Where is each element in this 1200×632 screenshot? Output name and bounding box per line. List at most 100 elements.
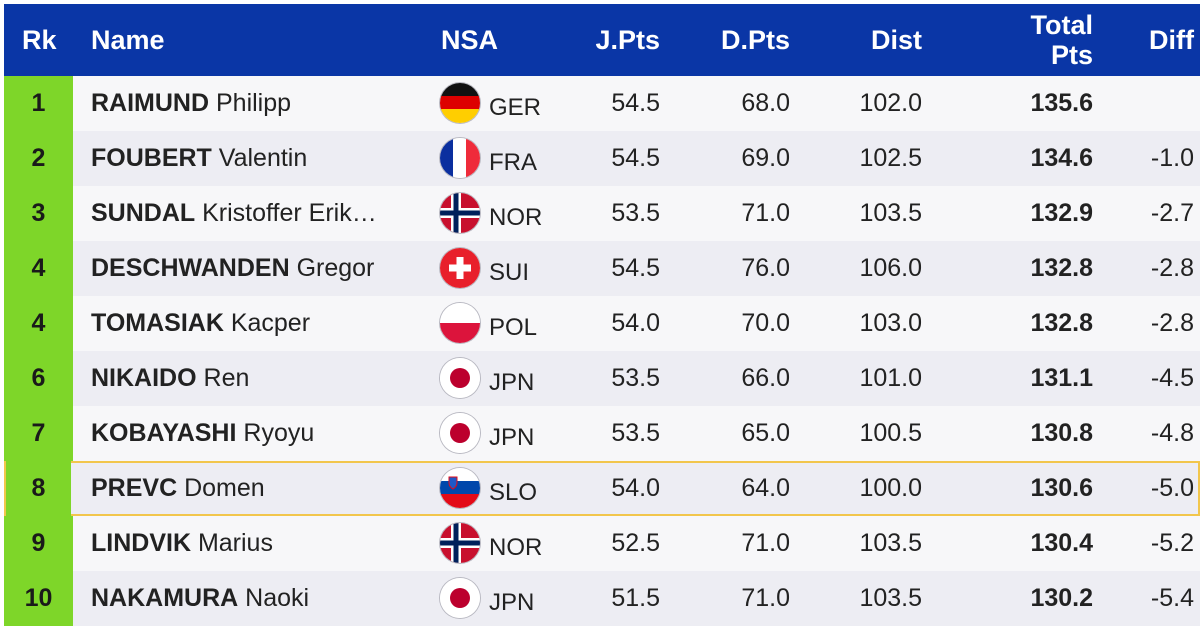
header-nsa[interactable]: NSA <box>441 24 499 55</box>
athlete-name[interactable]: DESCHWANDEN Gregor <box>91 241 421 296</box>
distance-points: 68.0 <box>741 89 790 117</box>
flag-japan-icon <box>440 578 480 618</box>
judge-points: 53.5 <box>611 199 660 227</box>
distance-points: 71.0 <box>741 199 790 227</box>
judge-points: 54.5 <box>611 144 660 172</box>
total-points: 132.9 <box>1030 199 1093 227</box>
athlete-surname: NAKAMURA <box>91 584 239 612</box>
table-row[interactable]: 10 NAKAMURA Naoki JPN 51.5 71.0 103.5 130.2 -5.… <box>4 571 1200 626</box>
distance-points: 69.0 <box>741 144 790 172</box>
nsa-code: JPN <box>489 423 535 451</box>
distance-points: 71.0 <box>741 529 790 557</box>
nsa-code: POL <box>489 313 538 341</box>
flag-japan-icon <box>440 413 480 453</box>
distance: 101.0 <box>859 364 922 392</box>
distance-points: 65.0 <box>741 419 790 447</box>
header-total-points[interactable]: Total Pts <box>1031 4 1094 76</box>
table-row[interactable]: 9 LINDVIK Marius NOR 52.5 71.0 103.5 130.4 -5.2 <box>4 516 1200 571</box>
distance-points: 66.0 <box>741 364 790 392</box>
header-judge-points[interactable]: J.Pts <box>595 24 660 55</box>
athlete-surname: LINDVIK <box>91 529 191 557</box>
table-row[interactable]: 2 FOUBERT Valentin FRA 54.5 69.0 102.5 134.6 -1… <box>4 131 1200 186</box>
rank-cell: 1 <box>4 76 73 131</box>
total-points: 130.8 <box>1030 419 1093 447</box>
athlete-given-name: Ryoyu <box>243 419 315 447</box>
athlete-surname: SUNDAL <box>91 199 196 227</box>
total-points: 130.6 <box>1030 474 1093 502</box>
nsa-code: SLO <box>489 478 538 506</box>
distance: 106.0 <box>859 254 922 282</box>
flag-slovenia-icon <box>440 468 480 508</box>
table-row[interactable]: 6 NIKAIDO Ren JPN 53.5 66.0 101.0 131.1 -4.5 <box>4 351 1200 406</box>
athlete-given-name: Kristoffer Erik… <box>202 199 377 227</box>
athlete-name[interactable]: LINDVIK Marius <box>91 516 421 571</box>
athlete-name[interactable]: FOUBERT Valentin <box>91 131 421 186</box>
table-row[interactable]: 1 RAIMUND Philipp GER 54.5 68.0 102.0 135.6 <box>4 76 1200 131</box>
diff-points: -5.2 <box>1150 529 1194 557</box>
table-header: Rk Name NSA J.Pts D.Pts Dist Total Pts D… <box>4 4 1200 76</box>
table-row[interactable]: 3 SUNDAL Kristoffer Erik… NOR 53.5 71.0 103.5… <box>4 186 1200 241</box>
flag-poland-icon <box>440 303 480 343</box>
athlete-given-name: Kacper <box>230 309 311 337</box>
flag-switzerland-icon <box>440 248 480 288</box>
table-row[interactable]: 4 TOMASIAK Kacper POL 54.0 70.0 103.0 132.8 -2.… <box>4 296 1200 351</box>
total-points: 130.4 <box>1030 529 1093 557</box>
athlete-given-name: Philipp <box>216 89 292 117</box>
distance: 103.5 <box>859 529 922 557</box>
total-points: 134.6 <box>1030 144 1093 172</box>
diff-points: -2.7 <box>1150 199 1194 227</box>
judge-points: 54.0 <box>611 474 660 502</box>
distance: 103.5 <box>859 584 922 612</box>
athlete-name[interactable]: NAKAMURA Naoki <box>91 571 421 626</box>
flag-japan-icon <box>440 358 480 398</box>
distance-points: 71.0 <box>741 584 790 612</box>
header-distance-points[interactable]: D.Pts <box>720 24 790 55</box>
athlete-given-name: Ren <box>203 364 250 392</box>
athlete-name[interactable]: RAIMUND Philipp <box>91 76 421 131</box>
nsa-code: JPN <box>489 588 535 616</box>
table-row[interactable]: 8 PREVC Domen SLO 54.0 64.0 100.0 130.6 -5.0 <box>4 461 1200 516</box>
total-points: 132.8 <box>1030 309 1093 337</box>
total-points: 131.1 <box>1030 364 1093 392</box>
header-name[interactable]: Name <box>91 24 165 55</box>
diff-points: -5.4 <box>1150 584 1194 612</box>
header-distance[interactable]: Dist <box>870 24 922 55</box>
distance-points: 64.0 <box>741 474 790 502</box>
distance: 103.5 <box>859 199 922 227</box>
distance: 103.0 <box>859 309 922 337</box>
distance: 100.0 <box>859 474 922 502</box>
athlete-name[interactable]: PREVC Domen <box>91 461 421 516</box>
judge-points: 54.5 <box>611 89 660 117</box>
distance-points: 70.0 <box>741 309 790 337</box>
header-rank[interactable]: Rk <box>22 24 57 55</box>
athlete-name[interactable]: NIKAIDO Ren <box>91 351 421 406</box>
athlete-name[interactable]: SUNDAL Kristoffer Erik… <box>91 186 421 241</box>
diff-points: -4.5 <box>1150 364 1194 392</box>
rank-cell: 10 <box>4 571 73 626</box>
distance-points: 76.0 <box>741 254 790 282</box>
athlete-name[interactable]: KOBAYASHI Ryoyu <box>91 406 421 461</box>
athlete-surname: FOUBERT <box>91 144 212 172</box>
athlete-surname: NIKAIDO <box>91 364 197 392</box>
rank-cell: 8 <box>6 461 71 516</box>
distance: 102.0 <box>859 89 922 117</box>
distance: 100.5 <box>859 419 922 447</box>
athlete-given-name: Valentin <box>218 144 308 172</box>
judge-points: 52.5 <box>611 529 660 557</box>
judge-points: 54.0 <box>611 309 660 337</box>
athlete-given-name: Domen <box>184 474 265 502</box>
header-total-line2: Pts <box>1050 40 1093 70</box>
athlete-surname: TOMASIAK <box>91 309 224 337</box>
table-row[interactable]: 4 DESCHWANDEN Gregor SUI 54.5 76.0 106.0 132.8… <box>4 241 1200 296</box>
nsa-code: JPN <box>489 368 535 396</box>
flag-france-icon <box>440 138 480 178</box>
athlete-surname: RAIMUND <box>91 89 210 117</box>
header-diff[interactable]: Diff <box>1149 24 1194 55</box>
nsa-code: GER <box>489 93 542 121</box>
nsa-code: FRA <box>489 148 537 176</box>
athlete-name[interactable]: TOMASIAK Kacper <box>91 296 421 351</box>
nsa-code: NOR <box>489 203 543 231</box>
rank-cell: 4 <box>4 296 73 351</box>
table-row[interactable]: 7 KOBAYASHI Ryoyu JPN 53.5 65.0 100.5 130.8 -4.… <box>4 406 1200 461</box>
